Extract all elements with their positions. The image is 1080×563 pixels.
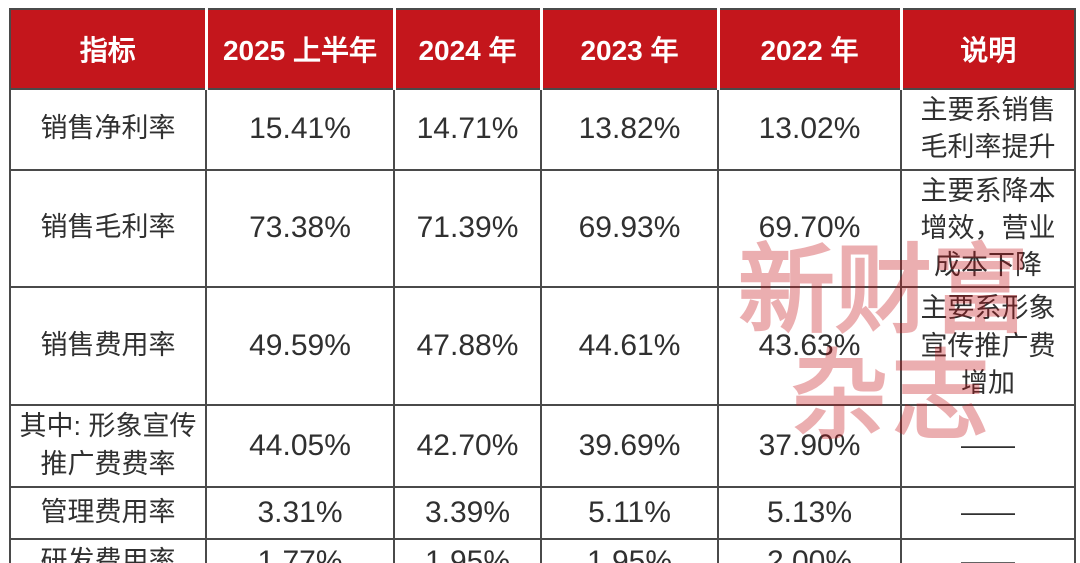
- header-cell-2022: 2022 年: [716, 8, 902, 90]
- row-gross-profit-margin: 销售毛利率 73.38% 71.39% 69.93% 69.70% 主要系降本增…: [9, 168, 1076, 289]
- value-cell: 39.69%: [540, 404, 719, 488]
- row-rd-expense-ratio: 研发费用率 1.77% 1.95% 1.95% 2.00% ——: [9, 537, 1076, 563]
- value-cell: 3.31%: [205, 485, 395, 540]
- header-cell-2025h1: 2025 上半年: [204, 8, 395, 90]
- note-cell: ——: [900, 485, 1076, 540]
- note-cell: ——: [900, 404, 1076, 488]
- row-image-promotion-fee-ratio: 其中: 形象宣传推广费费率 44.05% 42.70% 39.69% 37.90…: [9, 404, 1076, 488]
- financial-ratios-table: 指标 2025 上半年 2024 年 2023 年 2022 年 说明 销售净利…: [9, 8, 1076, 563]
- value-cell: 2.00%: [717, 537, 902, 563]
- metric-cell: 管理费用率: [9, 485, 207, 540]
- metric-cell: 销售费用率: [9, 286, 207, 406]
- metric-cell: 销售毛利率: [9, 168, 207, 289]
- row-net-profit-margin: 销售净利率 15.41% 14.71% 13.82% 13.02% 主要系销售毛…: [9, 88, 1076, 171]
- value-cell: 3.39%: [393, 485, 542, 540]
- value-cell: 1.95%: [540, 537, 719, 563]
- value-cell: 5.13%: [717, 485, 902, 540]
- value-cell: 47.88%: [393, 286, 542, 406]
- header-row: 指标 2025 上半年 2024 年 2023 年 2022 年 说明: [9, 8, 1076, 90]
- value-cell: 71.39%: [393, 168, 542, 289]
- value-cell: 13.02%: [717, 88, 902, 171]
- value-cell: 69.70%: [717, 168, 902, 289]
- metric-cell: 其中: 形象宣传推广费费率: [9, 404, 207, 488]
- header-cell-2024: 2024 年: [392, 8, 542, 90]
- value-cell: 44.61%: [540, 286, 719, 406]
- row-selling-expense-ratio: 销售费用率 49.59% 47.88% 44.61% 43.63% 主要系形象宣…: [9, 286, 1076, 406]
- header-cell-note: 说明: [899, 8, 1076, 90]
- row-admin-expense-ratio: 管理费用率 3.31% 3.39% 5.11% 5.13% ——: [9, 485, 1076, 540]
- note-cell: 主要系形象宣传推广费增加: [900, 286, 1076, 406]
- value-cell: 13.82%: [540, 88, 719, 171]
- value-cell: 49.59%: [205, 286, 395, 406]
- value-cell: 5.11%: [540, 485, 719, 540]
- value-cell: 69.93%: [540, 168, 719, 289]
- value-cell: 37.90%: [717, 404, 902, 488]
- metric-cell: 销售净利率: [9, 88, 207, 171]
- header-cell-2023: 2023 年: [539, 8, 719, 90]
- value-cell: 15.41%: [205, 88, 395, 171]
- value-cell: 42.70%: [393, 404, 542, 488]
- value-cell: 14.71%: [393, 88, 542, 171]
- header-cell-metric: 指标: [9, 8, 207, 90]
- note-cell: ——: [900, 537, 1076, 563]
- value-cell: 44.05%: [205, 404, 395, 488]
- value-cell: 73.38%: [205, 168, 395, 289]
- value-cell: 1.77%: [205, 537, 395, 563]
- value-cell: 43.63%: [717, 286, 902, 406]
- note-cell: 主要系降本增效，营业成本下降: [900, 168, 1076, 289]
- metric-cell: 研发费用率: [9, 537, 207, 563]
- value-cell: 1.95%: [393, 537, 542, 563]
- note-cell: 主要系销售毛利率提升: [900, 88, 1076, 171]
